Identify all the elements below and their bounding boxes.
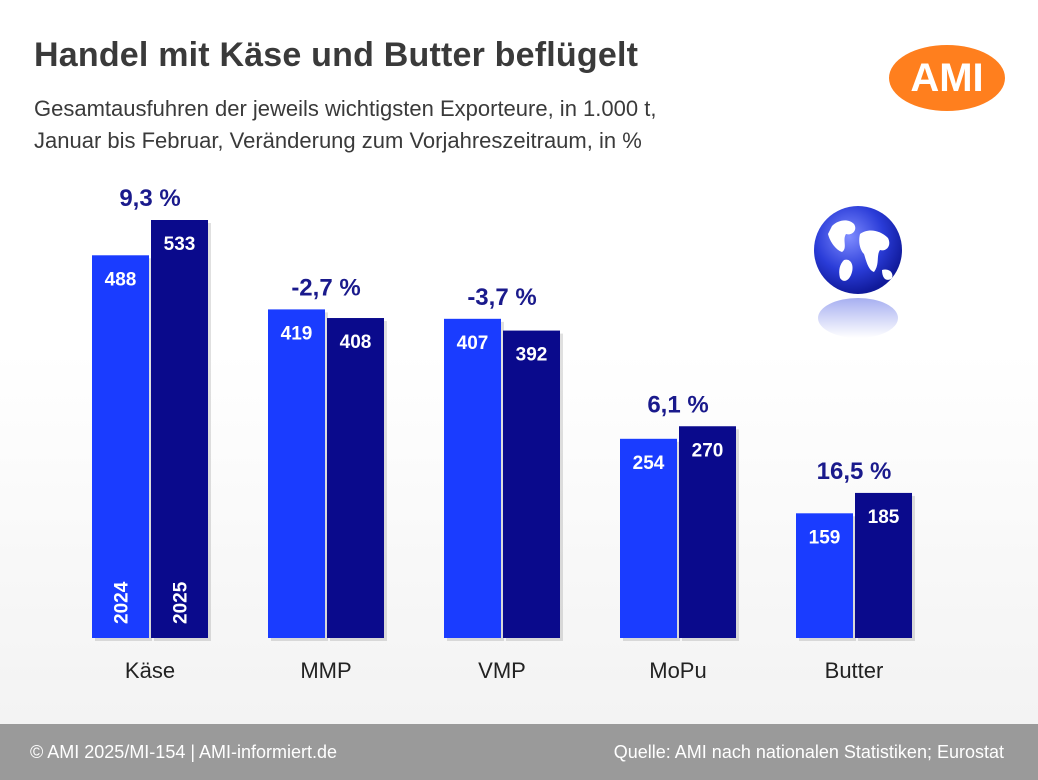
bar-2025-1 <box>327 318 384 638</box>
bar-value-label: 270 <box>692 440 724 461</box>
bar-value-label: 419 <box>281 323 313 344</box>
legend-year-label: 2025 <box>171 581 192 624</box>
bar-2024-4 <box>796 513 853 638</box>
bar-chart: 488 2024 533 2025 9,3 % Käse 419 408 -2,7 % MMP 40… <box>92 185 915 683</box>
bar-value-label: 185 <box>868 507 900 528</box>
bar-2025-2 <box>503 330 560 638</box>
globe-icon <box>814 206 902 338</box>
change-label: -2,7 % <box>291 274 360 301</box>
category-label: Butter <box>825 658 884 683</box>
bar-2024-3 <box>620 438 677 638</box>
bar-2024-1 <box>268 309 325 638</box>
source-text: Quelle: AMI nach nationalen Statistiken;… <box>613 742 1004 762</box>
subtitle-line-2: Januar bis Februar, Veränderung zum Vorj… <box>34 128 642 153</box>
bar-value-label: 159 <box>809 527 841 548</box>
bar-2025-3 <box>679 426 736 638</box>
change-label: 16,5 % <box>817 458 892 485</box>
bar-2024-0 <box>92 255 149 638</box>
bar-2025-0 <box>151 220 208 638</box>
bar-value-label: 408 <box>340 332 372 353</box>
bar-value-label: 533 <box>164 234 196 255</box>
ami-logo: AMI <box>889 45 1005 111</box>
bar-value-label: 392 <box>516 345 548 366</box>
bar-value-label: 488 <box>105 269 137 290</box>
subtitle-line-1: Gesamtausfuhren der jeweils wichtigsten … <box>34 96 657 121</box>
legend-year-label: 2024 <box>112 581 133 624</box>
category-label: Käse <box>125 658 175 683</box>
bar-2025-4 <box>855 492 912 638</box>
footer-bar: © AMI 2025/MI-154 | AMI-informiert.de Qu… <box>0 724 1038 780</box>
change-label: 6,1 % <box>647 391 708 418</box>
change-label: 9,3 % <box>119 185 180 212</box>
bar-2024-2 <box>444 318 501 638</box>
change-label: -3,7 % <box>467 284 536 311</box>
page-title: Handel mit Käse und Butter beflügelt <box>34 36 639 74</box>
copyright-text: © AMI 2025/MI-154 | AMI-informiert.de <box>30 742 338 762</box>
category-label: MMP <box>300 658 351 683</box>
category-label: MoPu <box>649 658 706 683</box>
bar-value-label: 254 <box>633 453 665 474</box>
category-label: VMP <box>478 658 526 683</box>
ami-logo-text: AMI <box>910 56 984 100</box>
bar-value-label: 407 <box>457 333 489 354</box>
